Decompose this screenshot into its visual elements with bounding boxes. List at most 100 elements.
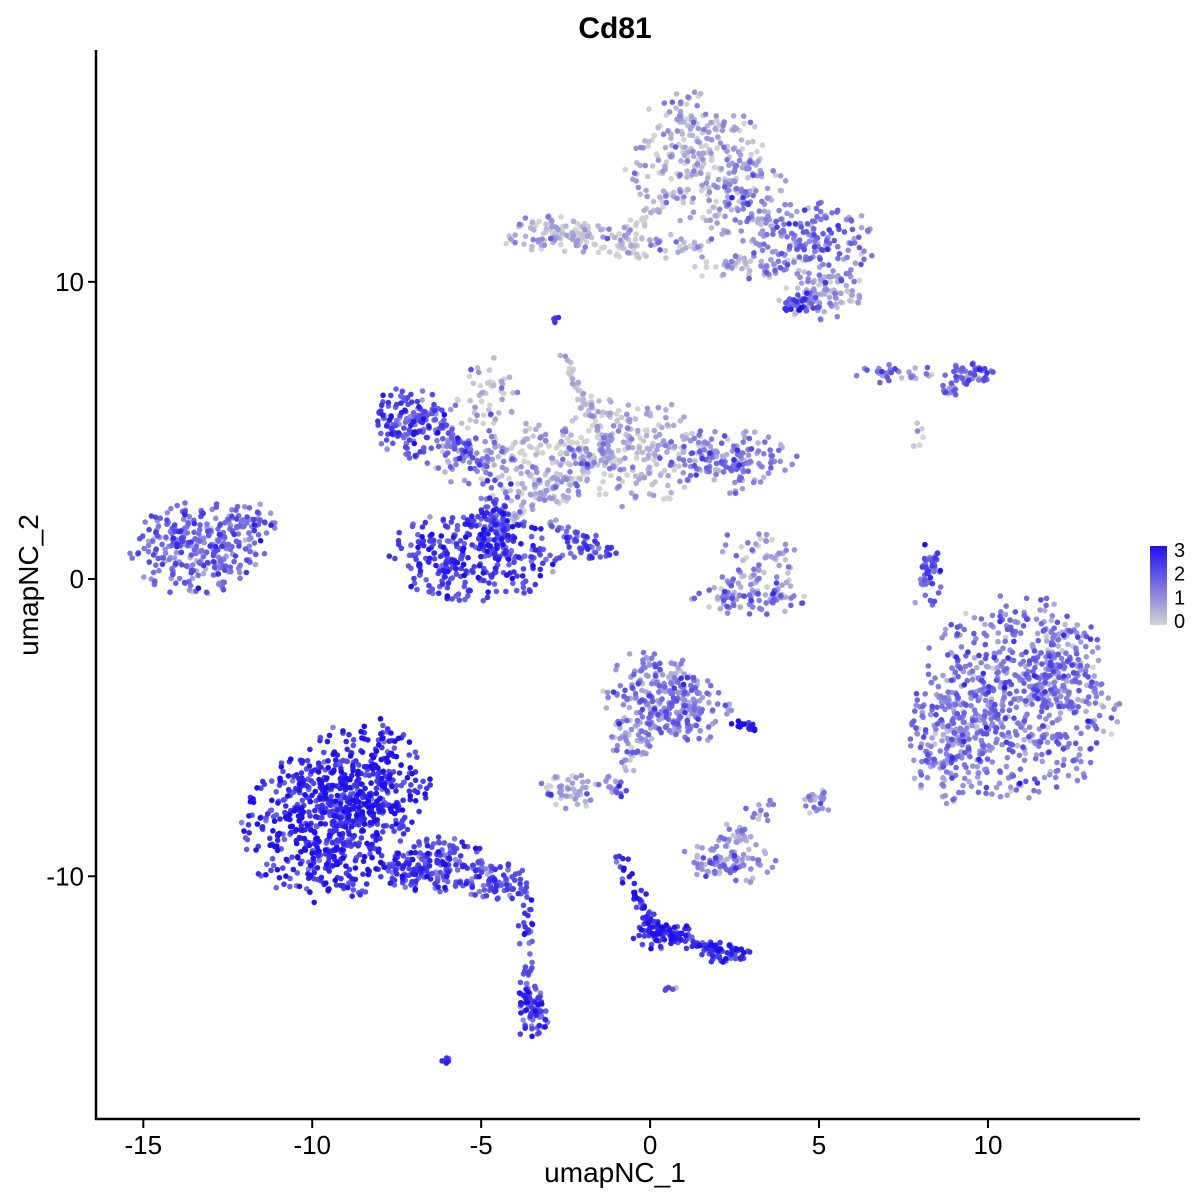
cell-point [417, 449, 424, 455]
cell-point [447, 406, 454, 413]
cell-point [632, 236, 639, 243]
cell-point [1013, 787, 1020, 793]
cell-point [543, 221, 549, 227]
cell-point [974, 664, 980, 671]
cell-point [188, 552, 195, 558]
cell-point [268, 510, 274, 516]
cell-point [474, 365, 481, 371]
cell-point [844, 254, 850, 261]
cell-point [919, 713, 925, 719]
cell-point [731, 127, 737, 133]
cell-point [503, 588, 509, 595]
cell-point [655, 239, 661, 246]
cell-point [694, 861, 700, 867]
cell-point [739, 485, 746, 492]
cell-point [923, 757, 929, 764]
cell-point [531, 481, 538, 488]
cell-point [681, 414, 687, 420]
cell-point [1026, 733, 1032, 740]
cell-point [520, 584, 527, 591]
cell-point [1034, 780, 1041, 786]
cell-point [203, 589, 210, 596]
cell-point [536, 477, 543, 483]
cell-point [573, 529, 579, 536]
cell-point [1053, 696, 1060, 703]
cell-point [217, 557, 224, 564]
cell-point [776, 550, 783, 557]
cell-point [553, 517, 559, 523]
cell-point [184, 530, 190, 536]
cell-point [849, 226, 856, 233]
cell-point [764, 869, 771, 875]
cell-point [289, 778, 296, 784]
cell-point [584, 477, 590, 484]
cell-point [628, 744, 635, 751]
cell-point [993, 739, 999, 746]
cell-point [522, 428, 529, 435]
cell-point [508, 408, 515, 415]
cell-point [805, 278, 811, 285]
cell-point [931, 568, 937, 575]
cell-point [638, 736, 645, 742]
cell-point [703, 217, 710, 224]
cell-point [780, 227, 786, 234]
cell-point [671, 189, 677, 196]
cell-point [185, 520, 192, 527]
cell-point [779, 582, 785, 588]
cell-point [680, 199, 687, 206]
cell-point [197, 538, 203, 544]
cell-point [1098, 681, 1105, 687]
cell-point [788, 595, 794, 601]
cell-point [968, 702, 974, 709]
cell-point [595, 408, 601, 415]
cell-point [1051, 679, 1057, 686]
cell-point [452, 402, 459, 409]
cell-point [934, 721, 941, 727]
cell-point [512, 239, 518, 246]
cell-point [823, 215, 829, 221]
cell-point [748, 446, 755, 452]
cell-point [931, 756, 937, 763]
cell-point [745, 174, 751, 181]
cell-point [816, 281, 822, 288]
cell-point [1073, 645, 1079, 651]
cell-point [748, 151, 754, 158]
cell-point [350, 742, 357, 749]
cell-point [1044, 739, 1051, 746]
cell-point [625, 402, 632, 408]
cell-point [759, 142, 766, 148]
cell-point [1006, 707, 1013, 714]
cell-point [782, 467, 788, 474]
cell-point [541, 242, 548, 248]
cell-point [435, 443, 442, 450]
cell-point [939, 781, 945, 788]
cell-point [172, 560, 179, 567]
cell-point [957, 725, 964, 732]
cell-point [997, 684, 1004, 690]
cell-point [1075, 704, 1081, 710]
cell-point [684, 717, 690, 724]
cell-point [940, 672, 946, 679]
cell-point [782, 557, 789, 563]
cell-point [922, 691, 928, 697]
cell-point [681, 194, 687, 200]
cell-point [738, 188, 745, 194]
cell-point [919, 703, 926, 710]
cell-point [746, 165, 752, 172]
cell-point [142, 519, 148, 525]
cell-point [577, 476, 584, 482]
cell-point [757, 479, 764, 485]
cell-point [660, 204, 666, 210]
cell-point [257, 501, 264, 508]
cell-point [680, 470, 687, 476]
cell-point [789, 461, 795, 468]
cell-point [929, 563, 936, 569]
cell-point [477, 383, 484, 389]
cell-point [714, 134, 721, 140]
cell-point [229, 543, 235, 550]
cell-point [639, 706, 646, 713]
cell-point [950, 796, 956, 803]
cell-point [488, 485, 495, 491]
cell-point [391, 745, 398, 751]
cell-point [724, 229, 731, 235]
